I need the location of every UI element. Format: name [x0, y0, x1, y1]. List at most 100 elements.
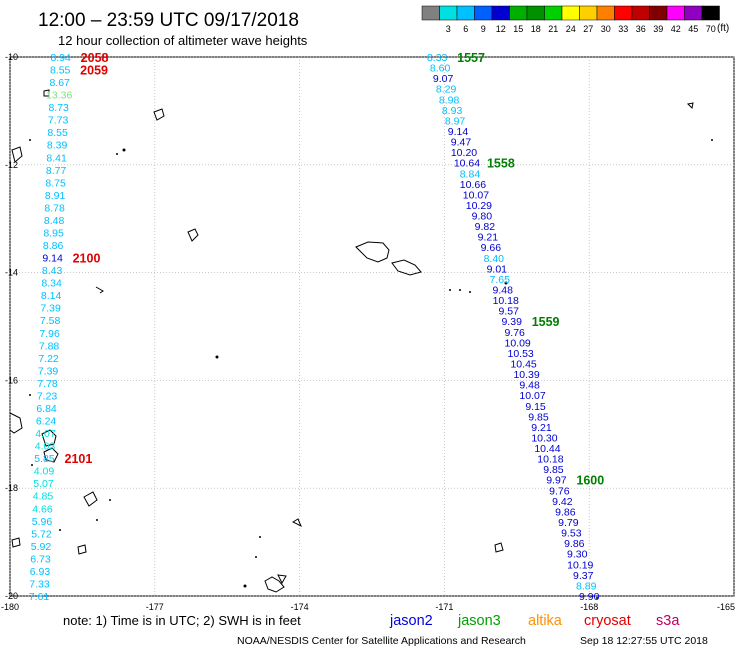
wave-height-value: 8.84	[460, 168, 481, 180]
island-dots	[29, 139, 713, 599]
legend-tick-label: 21	[548, 24, 558, 34]
wave-height-value: 9.97	[546, 475, 567, 487]
lon-tick-label: -174	[291, 602, 309, 612]
wave-height-value: 4.09	[34, 466, 55, 478]
wave-height-value: 10.29	[466, 200, 492, 212]
legend-tick-label: 15	[513, 24, 523, 34]
lon-tick-label: -165	[717, 602, 735, 612]
island-small-a	[153, 108, 165, 121]
wave-height-value: 9.39	[501, 316, 522, 328]
lat-tick-label: -16	[5, 375, 18, 385]
wave-height-value: 8.14	[41, 290, 62, 302]
wave-height-value: 9.82	[475, 221, 496, 233]
island-lau-e	[77, 544, 87, 555]
wave-height-value: 10.07	[519, 390, 545, 402]
wave-height-value: 9.37	[573, 570, 594, 582]
track-time-label: 1559	[532, 315, 560, 329]
satellite-label: jason3	[457, 613, 501, 629]
island-outlines	[9, 89, 694, 593]
wave-height-value: 9.21	[531, 422, 552, 434]
legend-tick-label: 30	[601, 24, 611, 34]
legend-tick-label: 3	[446, 24, 451, 34]
island-small-e	[686, 102, 694, 110]
wave-height-value: 7.39	[40, 303, 61, 315]
wave-height-value: 9.85	[543, 464, 564, 476]
island-upolu	[391, 259, 422, 276]
wave-height-value: 8.29	[436, 84, 457, 96]
satellite-label: altika	[528, 613, 563, 629]
legend-tick-label: 27	[583, 24, 593, 34]
track-time-label: 1557	[457, 51, 485, 65]
island-lau-b	[43, 447, 59, 463]
wave-height-value: 8.75	[45, 177, 66, 189]
wave-height-value: 9.53	[561, 528, 582, 540]
wave-height-value: 7.73	[48, 115, 69, 127]
wave-height-value: 6.84	[36, 403, 57, 415]
legend-tick-label: 12	[496, 24, 506, 34]
legend-swatch	[614, 5, 633, 21]
island-fiji-main	[9, 412, 23, 434]
track-time-label: 2101	[65, 452, 93, 466]
wave-height-value: 5.72	[31, 528, 52, 540]
legend-swatch	[561, 5, 580, 21]
wave-height-value: 10.45	[510, 358, 536, 370]
legend-swatch	[456, 5, 475, 21]
satellite-legend: jason2 jason3 altika cryosat s3a	[389, 613, 680, 629]
map-frame	[9, 56, 735, 597]
wave-height-value: 9.48	[493, 285, 514, 297]
wave-height-value: 7.78	[37, 378, 58, 390]
axis-tick-labels: -180 -177 -174 -171 -168 -165 -10 -12 -14 -16 -18 -…	[1, 52, 735, 612]
wave-height-value: 7.88	[39, 340, 60, 352]
island-small-c	[291, 518, 302, 528]
legend-swatch	[421, 5, 440, 21]
wave-height-value: 8.77	[46, 165, 67, 177]
lon-tick-label: -180	[1, 602, 19, 612]
wave-height-value: 6.73	[30, 553, 51, 565]
wave-height-value: 8.43	[42, 265, 63, 277]
wave-height-value: 9.80	[472, 211, 493, 223]
legend-swatch	[526, 5, 545, 21]
legend-tick-label: 45	[688, 24, 698, 34]
footer-timestamp: Sep 18 12:27:55 UTC 2018	[580, 635, 708, 647]
wave-height-value: 8.73	[48, 102, 69, 114]
track-time-label: 2100	[73, 252, 101, 266]
lat-tick-label: -18	[5, 483, 18, 493]
legend-unit: (ft)	[717, 23, 729, 34]
wave-height-value: 9.01	[487, 263, 508, 275]
wave-height-value: 9.86	[555, 506, 576, 518]
chart-subtitle: 12 hour collection of altimeter wave hei…	[58, 33, 308, 48]
wave-height-value: 9.30	[567, 549, 588, 561]
wave-height-value: 8.40	[484, 253, 505, 265]
wave-height-value: 9.66	[481, 242, 502, 254]
wave-height-value: 6.93	[30, 566, 51, 578]
wave-height-value: 9.15	[525, 401, 546, 413]
legend-swatch	[701, 5, 720, 21]
wave-height-legend: 3 6 9 12 15 18 21 24 27 30 33 36 39 42 45 70	[421, 5, 720, 34]
wave-height-value: 8.39	[47, 140, 68, 152]
wave-height-value: 10.09	[505, 337, 531, 349]
wave-height-value: 10.53	[507, 348, 533, 360]
track-time-label: 1600	[576, 474, 604, 488]
wave-height-value: 9.47	[451, 137, 472, 149]
island-wallis	[187, 228, 199, 242]
track-time-label: 2058	[81, 51, 109, 65]
wave-height-value: 9.86	[564, 538, 585, 550]
island-niue	[494, 542, 504, 553]
legend-tick-label: 70	[706, 24, 716, 34]
legend-tick-label: 42	[671, 24, 681, 34]
wave-height-value: 8.94	[50, 52, 71, 64]
lat-tick-label: -10	[5, 52, 18, 62]
legend-tick-label: 39	[653, 24, 663, 34]
legend-swatch	[491, 5, 510, 21]
wave-height-value: 7.58	[40, 315, 61, 327]
legend-swatch	[544, 5, 563, 21]
legend-tick-label: 24	[566, 24, 576, 34]
legend-swatch	[439, 5, 458, 21]
wave-height-value: 8.86	[43, 240, 64, 252]
lat-tick-label: -12	[5, 160, 18, 170]
wave-height-value: 8.34	[41, 278, 62, 290]
satellite-label: cryosat	[584, 613, 631, 629]
lon-tick-label: -168	[580, 602, 598, 612]
wave-height-value: 9.76	[549, 485, 570, 497]
